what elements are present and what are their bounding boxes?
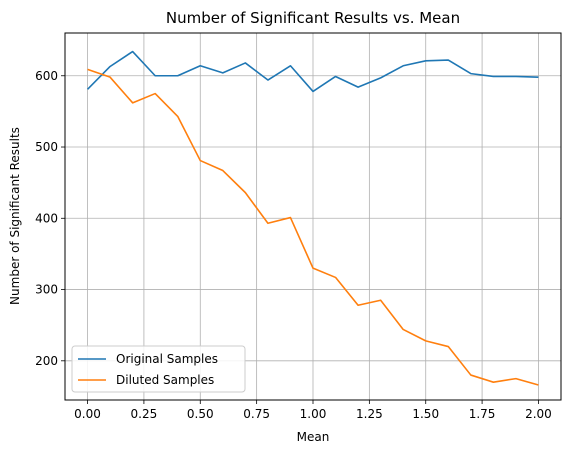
x-tick-label: 1.25 <box>356 407 383 421</box>
x-tick-label: 1.00 <box>300 407 327 421</box>
y-tick-label: 600 <box>35 69 58 83</box>
x-axis-label: Mean <box>297 430 330 444</box>
x-tick-label: 1.50 <box>412 407 439 421</box>
x-tick-label: 2.00 <box>525 407 552 421</box>
x-tick-label: 0.00 <box>74 407 101 421</box>
y-tick-label: 400 <box>35 211 58 225</box>
legend-label-diluted-samples: Diluted Samples <box>116 373 214 387</box>
y-tick-label: 300 <box>35 283 58 297</box>
x-tick-label: 1.75 <box>469 407 496 421</box>
legend-label-original-samples: Original Samples <box>116 352 218 366</box>
series-line-original-samples <box>86 50 539 93</box>
legend-box <box>71 345 246 393</box>
x-tick-label: 0.50 <box>187 407 214 421</box>
chart-title: Number of Significant Results vs. Mean <box>166 9 460 27</box>
x-axis-ticks: 0.00 0.25 0.50 0.75 1.00 1.25 1.50 1.75 2.00 <box>74 400 552 421</box>
x-tick-label: 0.75 <box>243 407 270 421</box>
series-line-diluted-samples <box>87 68 539 386</box>
x-tick-label: 0.25 <box>131 407 158 421</box>
y-tick-label: 500 <box>35 140 58 154</box>
y-axis-label: Number of Significant Results <box>8 127 22 305</box>
y-tick-label: 200 <box>35 354 58 368</box>
legend: Original Samples Diluted Samples <box>71 345 246 393</box>
plot-lines <box>86 50 539 386</box>
grid <box>65 33 561 400</box>
y-axis-ticks: 200 300 400 500 600 <box>35 69 65 368</box>
